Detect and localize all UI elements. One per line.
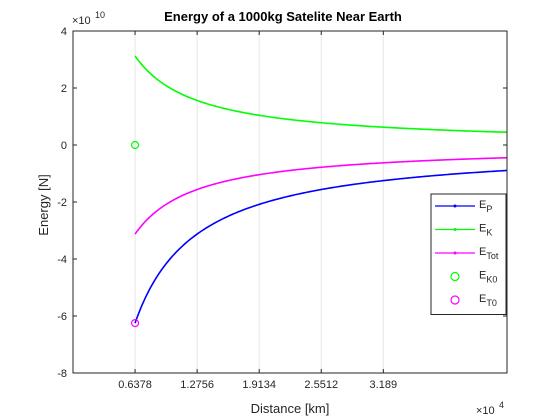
x-axis-label: Distance [km]	[251, 401, 330, 416]
series-line-e-p	[134, 169, 508, 324]
legend-entry-e-k: EK	[435, 223, 492, 238]
x-tick-label: 1.2756	[180, 379, 214, 391]
series-line-e-k	[134, 55, 508, 134]
series-layer	[130, 55, 508, 328]
y-tick-label: -6	[57, 311, 67, 323]
legend-swatch-dot	[453, 228, 457, 231]
legend-entry-e-t0: ET0	[450, 293, 497, 308]
y-tick-label: -2	[57, 197, 67, 209]
legend-entry-e-k0: EK0	[450, 270, 497, 285]
y-tick-label: -8	[57, 368, 67, 380]
legend-swatch-circle	[450, 295, 460, 305]
legend-swatch-circle	[450, 271, 460, 282]
legend-label: EK0	[479, 270, 497, 285]
legend-swatch-dot	[453, 251, 457, 255]
x-tick-label: 3.189	[370, 379, 398, 391]
legend-label: EP	[479, 199, 492, 214]
marker-e-t0	[130, 319, 140, 328]
tick-labels: 0.6378 1.2756 1.9134 2.5512 3.189 -8 -6 -4 -2 0 2 4	[57, 26, 397, 391]
x-exponent-base: ×10	[476, 405, 495, 417]
series-line-e-tot	[134, 156, 508, 235]
legend-box	[430, 193, 507, 315]
legend: EP EK ETot EK0 ET0	[430, 193, 507, 315]
axes	[72, 30, 508, 374]
y-tick-label: 2	[61, 83, 67, 95]
y-exponent: ×10 10	[72, 10, 105, 27]
y-tick-label: -4	[57, 254, 67, 266]
legend-swatch-dot	[453, 204, 457, 208]
grid-lines	[134, 31, 384, 373]
chart-title: Energy of a 1000kg Satelite Near Earth	[164, 9, 402, 24]
y-exponent-power: 10	[95, 10, 105, 20]
x-exponent: ×10 4	[476, 400, 504, 417]
y-tick-label: 4	[61, 26, 67, 38]
x-tick-label: 0.6378	[118, 379, 152, 391]
y-exponent-base: ×10	[72, 15, 91, 27]
legend-entry-e-p: EP	[435, 199, 492, 214]
y-axis-label: Energy [N]	[36, 174, 51, 235]
legend-label: ET0	[479, 293, 497, 308]
legend-label: EK	[479, 223, 492, 238]
legend-label: ETot	[479, 246, 499, 261]
marker-e-k0	[130, 140, 140, 150]
x-tick-label: 1.9134	[242, 379, 276, 391]
y-tick-label: 0	[61, 140, 67, 152]
x-tick-label: 2.5512	[304, 379, 338, 391]
legend-entry-e-tot: ETot	[435, 246, 499, 261]
x-exponent-power: 4	[499, 400, 504, 410]
